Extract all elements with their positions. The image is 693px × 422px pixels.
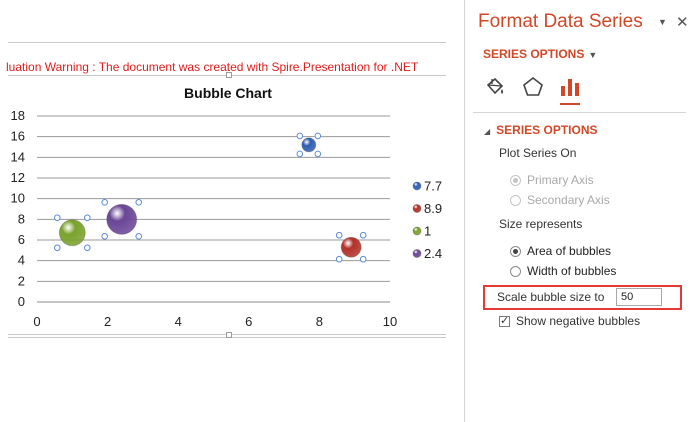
show-negative-bubbles-checkbox[interactable]	[499, 314, 510, 327]
evaluation-warning: luation Warning : The document was creat…	[6, 60, 419, 74]
bubble-selection-handle[interactable]	[296, 150, 304, 158]
y-tick-label: 10	[11, 191, 25, 206]
legend-marker	[412, 181, 422, 191]
x-tick-label: 2	[104, 314, 111, 329]
area-of-bubbles-option[interactable]: Area of bubbles	[510, 243, 611, 259]
slide-canvas[interactable]: luation Warning : The document was creat…	[0, 0, 465, 422]
series-options-dropdown[interactable]: SERIES OPTIONS ▼	[483, 47, 597, 61]
close-icon[interactable]: ✕	[676, 14, 689, 31]
bubble-selection-handle[interactable]	[101, 233, 109, 240]
bubble-selection-handle[interactable]	[359, 231, 367, 239]
bubbles	[54, 132, 367, 263]
y-tick-label: 4	[18, 253, 25, 268]
bubble-selection-handle[interactable]	[314, 150, 322, 158]
secondary-axis-option: Secondary Axis	[510, 192, 610, 208]
chart-title: Bubble Chart	[184, 85, 272, 101]
x-tick-label: 4	[175, 314, 182, 329]
legend: 7.7 8.9 1 2.4	[412, 179, 442, 261]
y-tick-label: 16	[11, 129, 25, 144]
plot-series-on-label: Plot Series On	[499, 146, 577, 160]
bubble-selection-handle[interactable]	[84, 214, 91, 222]
selection-handle-top[interactable]	[226, 72, 232, 78]
y-tick-label: 18	[11, 108, 25, 123]
y-tick-label: 6	[18, 232, 25, 247]
pane-options-chevron-icon[interactable]: ▼	[658, 17, 667, 27]
x-tick-label: 8	[316, 314, 323, 329]
legend-marker	[412, 226, 422, 236]
primary-axis-option: Primary Axis	[510, 172, 594, 188]
x-tick-label: 6	[245, 314, 252, 329]
width-of-bubbles-option[interactable]: Width of bubbles	[510, 263, 616, 279]
scale-bubble-size-label: Scale bubble size to	[497, 290, 605, 304]
bubble-selection-handle[interactable]	[335, 231, 343, 239]
format-data-series-pane: Format Data Series ▼ ✕ SERIES OPTIONS ▼ ◢…	[464, 0, 693, 422]
effects-pentagon-icon	[523, 76, 543, 96]
bubble-chart[interactable]: Bubble Chart 0 2 4 6 8 10 12 14 16 18 0 2 4 6 8 10 7.7 8…	[0, 0, 465, 422]
bubble-point[interactable]	[106, 203, 138, 235]
bubble-selection-handle[interactable]	[135, 233, 143, 240]
pane-divider	[473, 112, 686, 113]
tab-fill-line[interactable]	[482, 74, 508, 100]
bubble-selection-handle[interactable]	[335, 255, 343, 263]
legend-label: 8.9	[424, 201, 442, 216]
gridlines	[37, 115, 390, 303]
bubble-selection-handle[interactable]	[135, 199, 143, 206]
secondary-axis-radio	[510, 194, 521, 206]
y-tick-label: 8	[18, 211, 25, 226]
slide-guide-top	[8, 42, 446, 43]
size-represents-label: Size represents	[499, 217, 583, 231]
area-of-bubbles-radio[interactable]	[510, 245, 521, 257]
legend-marker	[412, 249, 422, 258]
show-negative-bubbles-option[interactable]: Show negative bubbles	[499, 313, 640, 329]
pane-title: Format Data Series	[478, 11, 643, 32]
bubble-point[interactable]	[340, 236, 362, 258]
highlight-box	[483, 285, 682, 310]
width-of-bubbles-radio[interactable]	[510, 265, 521, 277]
area-of-bubbles-label: Area of bubbles	[527, 244, 612, 258]
bubble-selection-handle[interactable]	[84, 244, 91, 252]
show-negative-bubbles-label: Show negative bubbles	[516, 314, 641, 328]
fill-line-icon	[486, 77, 504, 95]
series-options-dropdown-label: SERIES OPTIONS	[483, 47, 585, 61]
active-tab-indicator	[560, 103, 580, 105]
section-series-options-label: SERIES OPTIONS	[496, 123, 598, 137]
tab-series-options[interactable]	[557, 74, 583, 100]
primary-axis-label: Primary Axis	[527, 173, 594, 187]
x-tick-label: 10	[383, 314, 397, 329]
bubble-selection-handle[interactable]	[54, 244, 61, 252]
bubble-selection-handle[interactable]	[296, 132, 304, 140]
bubble-selection-handle[interactable]	[314, 132, 322, 140]
legend-label: 2.4	[424, 246, 442, 261]
legend-label: 1	[424, 224, 431, 239]
scale-bubble-size-input[interactable]	[616, 288, 662, 306]
bubble-selection-handle[interactable]	[359, 255, 367, 263]
legend-marker	[412, 204, 422, 213]
bubble-selection-handle[interactable]	[101, 199, 109, 206]
y-tick-label: 0	[18, 294, 25, 309]
axis-labels: 0 2 4 6 8 10 12 14 16 18 0 2 4 6 8 10	[11, 108, 398, 329]
tab-effects[interactable]	[520, 74, 546, 100]
x-tick-label: 0	[33, 314, 40, 329]
section-series-options[interactable]: ◢ SERIES OPTIONS	[484, 123, 598, 137]
bubble-point[interactable]	[301, 137, 317, 153]
chevron-down-icon: ▼	[588, 50, 598, 60]
width-of-bubbles-label: Width of bubbles	[527, 264, 617, 278]
series-options-bar-icon	[561, 79, 579, 96]
selection-handle-bottom[interactable]	[226, 332, 232, 338]
y-tick-label: 12	[11, 170, 25, 185]
legend-label: 7.7	[424, 179, 442, 194]
y-tick-label: 2	[18, 273, 25, 288]
bubble-point[interactable]	[58, 219, 86, 247]
primary-axis-radio	[510, 174, 521, 186]
collapse-triangle-icon: ◢	[484, 127, 491, 136]
bubble-selection-handle[interactable]	[54, 214, 61, 222]
secondary-axis-label: Secondary Axis	[527, 193, 610, 207]
y-tick-label: 14	[11, 149, 25, 164]
